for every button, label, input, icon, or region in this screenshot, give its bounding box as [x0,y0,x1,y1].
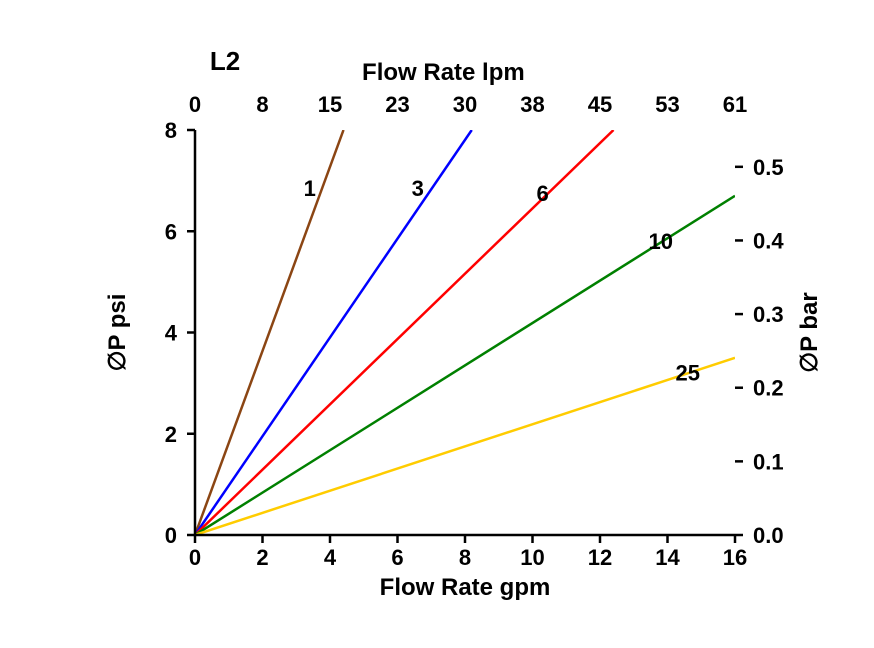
y-right-tick-0.5: 0.5 [753,155,784,180]
y-left-tick-0: 0 [165,523,177,548]
y-right-tick-0: 0.0 [753,523,784,548]
x-top-tick-45: 45 [588,92,612,117]
x-top-tick-38: 38 [520,92,544,117]
y-left-label: ∅P psi [104,294,131,372]
y-left-tick-2: 2 [165,422,177,447]
x-bottom-tick-0: 0 [189,545,201,570]
x-bottom-label: Flow Rate gpm [380,574,551,601]
x-bottom-tick-6: 6 [391,545,403,570]
x-bottom-tick-16: 16 [723,545,747,570]
y-left-tick-4: 4 [165,321,178,346]
x-bottom-tick-4: 4 [324,545,337,570]
x-top-tick-23: 23 [385,92,409,117]
y-left-tick-8: 8 [165,118,177,143]
x-top-tick-61: 61 [723,92,747,117]
y-left-tick-6: 6 [165,219,177,244]
series-label-10: 10 [649,229,673,254]
y-right-tick-0.2: 0.2 [753,376,784,401]
flow-chart: 0246810121416Flow Rate gpm08152330384553… [0,0,874,648]
y-right-tick-0.3: 0.3 [753,302,784,327]
x-bottom-tick-10: 10 [520,545,544,570]
y-right-tick-0.1: 0.1 [753,449,784,474]
series-label-6: 6 [537,181,549,206]
chart-title: L2 [210,46,240,76]
y-right-label: ∅P bar [796,292,823,373]
x-bottom-tick-14: 14 [655,545,680,570]
x-bottom-tick-2: 2 [256,545,268,570]
x-top-tick-15: 15 [318,92,342,117]
x-top-tick-53: 53 [655,92,679,117]
x-top-label: Flow Rate lpm [362,59,525,86]
x-top-tick-30: 30 [453,92,477,117]
series-label-1: 1 [304,176,316,201]
series-label-3: 3 [412,176,424,201]
x-top-tick-0: 0 [189,92,201,117]
x-bottom-tick-12: 12 [588,545,612,570]
y-right-tick-0.4: 0.4 [753,228,784,253]
x-top-tick-8: 8 [256,92,268,117]
series-label-25: 25 [676,361,700,386]
x-bottom-tick-8: 8 [459,545,471,570]
